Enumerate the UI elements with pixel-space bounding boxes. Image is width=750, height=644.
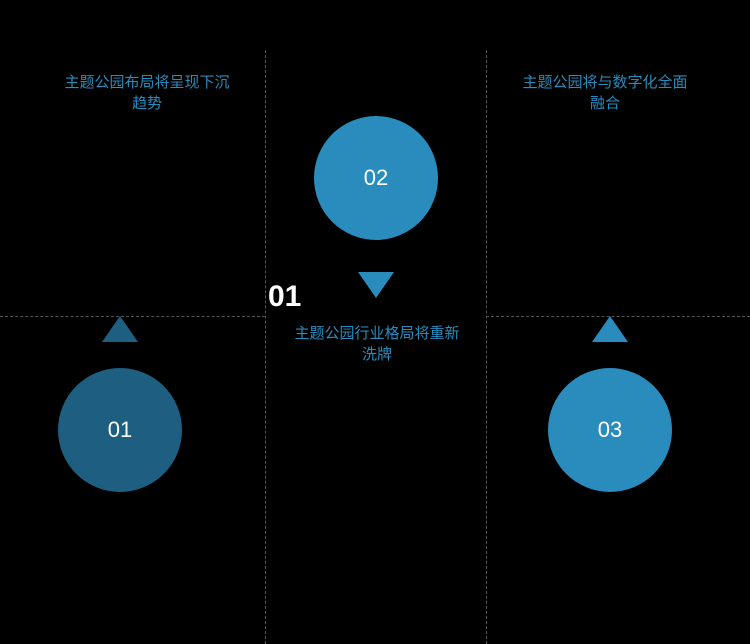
node-01-circle: 01 (58, 368, 182, 492)
divider-vertical-2 (486, 50, 487, 644)
col1-label: 主题公园布局将呈现下沉趋势 (62, 72, 232, 114)
pointer-down-02-icon (358, 272, 394, 298)
node-03-circle: 03 (548, 368, 672, 492)
node-02-number: 02 (364, 165, 388, 191)
infographic-canvas: 主题公园布局将呈现下沉趋势 主题公园行业格局将重新洗牌 主题公园将与数字化全面融… (0, 0, 750, 644)
node-02-circle: 02 (314, 116, 438, 240)
divider-vertical-1 (265, 50, 266, 644)
node-01-number: 01 (108, 417, 132, 443)
pointer-up-01-icon (102, 316, 138, 342)
node-03-number: 03 (598, 417, 622, 443)
col2-label: 主题公园行业格局将重新洗牌 (292, 323, 462, 365)
pointer-up-03-icon (592, 316, 628, 342)
overlay-number: 01 (268, 280, 301, 314)
col3-label: 主题公园将与数字化全面融合 (520, 72, 690, 114)
